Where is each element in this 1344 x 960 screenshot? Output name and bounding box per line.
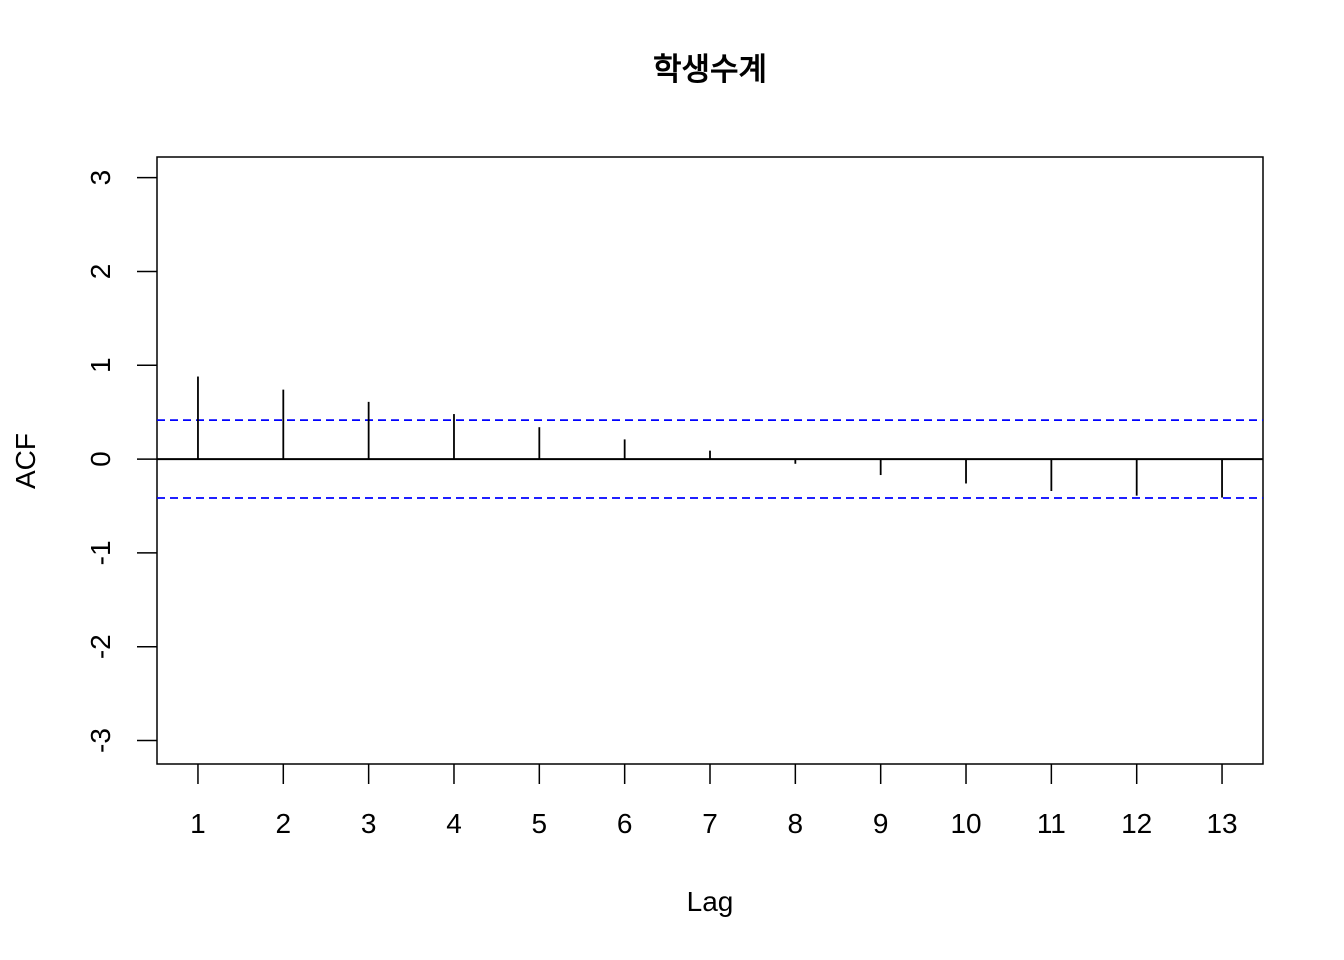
x-tick-label-11: 11 bbox=[1037, 808, 1066, 839]
x-tick-label-8: 8 bbox=[788, 808, 804, 839]
x-tick-label-1: 1 bbox=[190, 808, 206, 839]
y-axis-label: ACF bbox=[10, 433, 41, 489]
x-tick-label-4: 4 bbox=[446, 808, 462, 839]
y-tick-label-3: 0 bbox=[85, 451, 116, 467]
y-tick-label-2: -1 bbox=[85, 540, 116, 565]
y-tick-label-5: 2 bbox=[85, 264, 116, 280]
x-tick-label-12: 12 bbox=[1121, 808, 1152, 839]
y-tick-label-4: 1 bbox=[85, 357, 116, 373]
x-tick-label-10: 10 bbox=[950, 808, 981, 839]
x-tick-label-5: 5 bbox=[532, 808, 548, 839]
plot-frame bbox=[156, 156, 1264, 765]
x-tick-label-3: 3 bbox=[361, 808, 377, 839]
x-tick-label-7: 7 bbox=[702, 808, 718, 839]
x-tick-label-2: 2 bbox=[276, 808, 292, 839]
y-tick-label-0: -3 bbox=[85, 728, 116, 753]
x-tick-label-6: 6 bbox=[617, 808, 633, 839]
x-tick-label-13: 13 bbox=[1206, 808, 1237, 839]
chart-title: 학생수계 bbox=[653, 52, 767, 88]
x-tick-label-9: 9 bbox=[873, 808, 889, 839]
x-axis-label: Lag bbox=[687, 886, 734, 917]
y-tick-label-1: -2 bbox=[85, 634, 116, 659]
y-tick-label-6: 3 bbox=[85, 170, 116, 186]
